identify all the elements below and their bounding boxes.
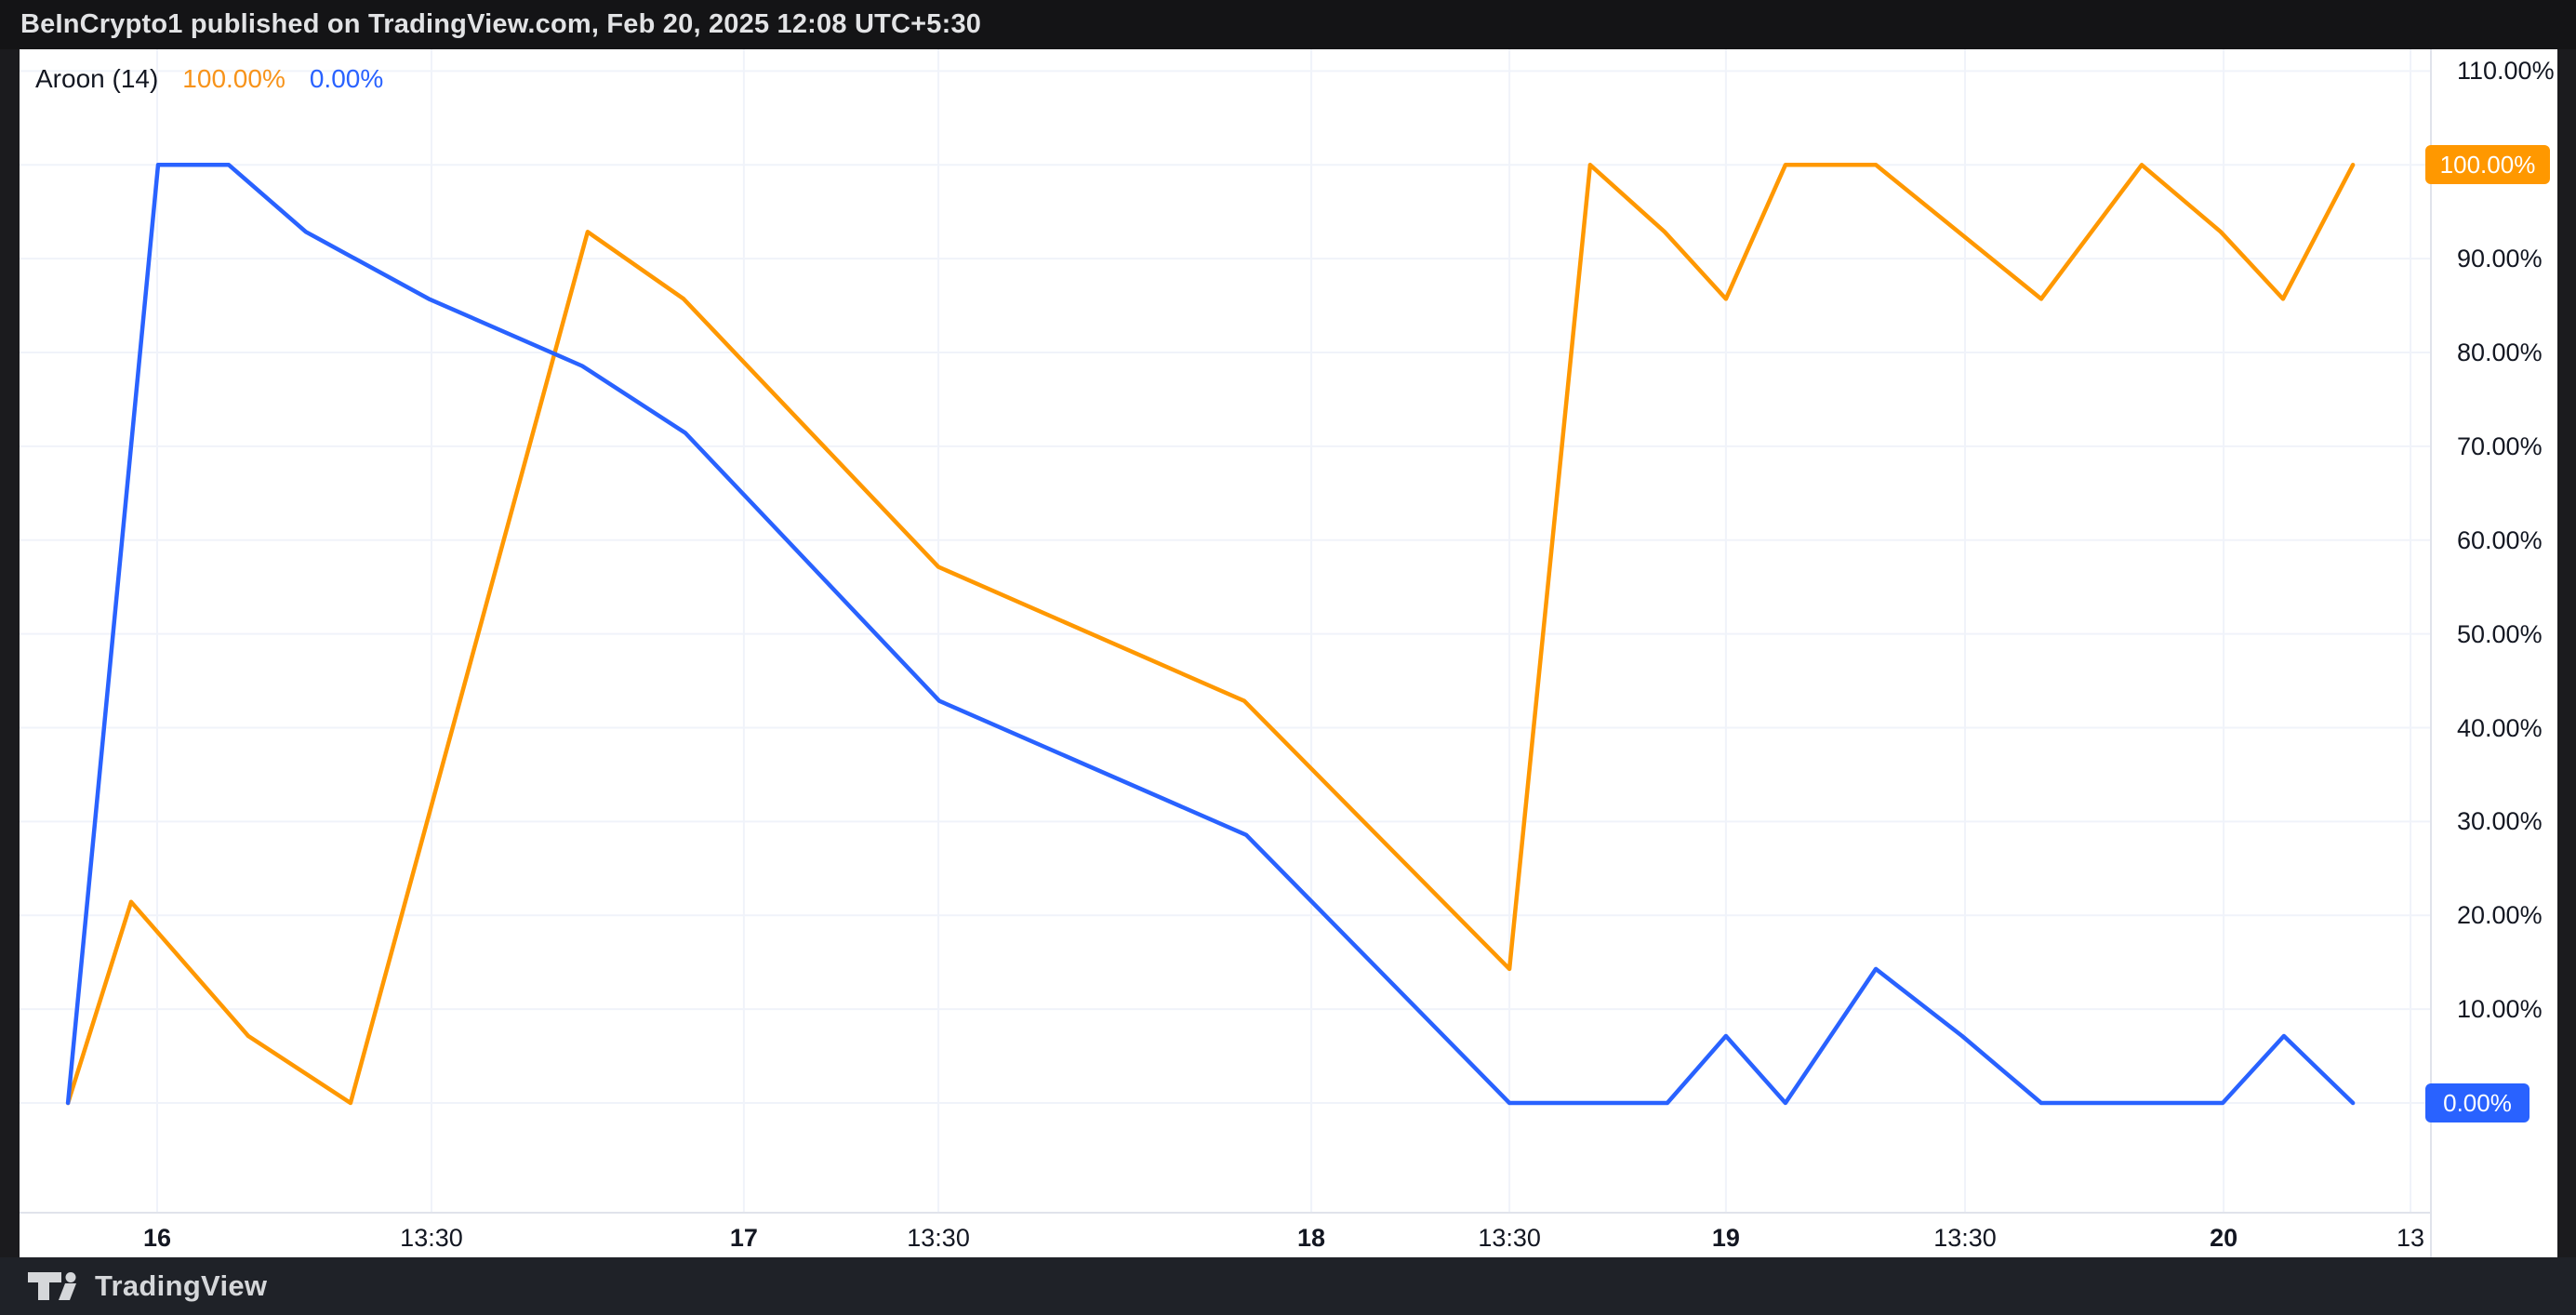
price-axis-label: 110.00% — [2457, 57, 2555, 86]
time-axis-label: 13:30 — [1478, 1224, 1541, 1252]
last-value-badge: 0.00% — [2425, 1083, 2530, 1122]
aroon-up-value: 100.00% — [182, 64, 285, 93]
price-axis-label: 70.00% — [2457, 432, 2543, 460]
time-axis-label: 19 — [1711, 1224, 1740, 1252]
time-axis-label: 20 — [2210, 1224, 2238, 1252]
tradingview-icon[interactable] — [28, 1272, 82, 1300]
footer-brand-text[interactable]: TradingView — [95, 1269, 268, 1302]
time-axis-label: 18 — [1297, 1224, 1326, 1252]
attribution-bar: BeInCrypto1 published on TradingView.com… — [0, 0, 2576, 49]
price-axis-border — [2430, 49, 2432, 1257]
footer-bar: TradingView — [0, 1257, 2576, 1315]
time-axis-label: 13:30 — [400, 1224, 463, 1252]
last-value-badge: 100.00% — [2425, 145, 2550, 185]
price-axis-label: 30.00% — [2457, 807, 2543, 836]
time-axis-label: 16 — [142, 1224, 172, 1252]
time-axis-label: 13:30 — [907, 1224, 970, 1252]
indicator-title: Aroon (14) — [35, 64, 159, 93]
time-axis-border — [20, 1212, 2432, 1214]
time-axis-label: 13:30 — [1933, 1224, 1997, 1252]
aroon-down-line — [65, 163, 2356, 1106]
time-axis-label: 13 — [2396, 1224, 2425, 1252]
chart-sheet: Aroon (14) 100.00% 0.00% 110.00% 90.00% 80… — [20, 49, 2557, 1257]
time-axis-label: 17 — [729, 1224, 758, 1252]
aroon-up-line — [65, 163, 2356, 1106]
price-axis-label: 20.00% — [2457, 901, 2543, 930]
plot-area[interactable] — [20, 49, 2430, 1257]
price-axis-label: 60.00% — [2457, 525, 2543, 554]
aroon-down-value: 0.00% — [309, 64, 384, 93]
price-axis-label: 50.00% — [2457, 619, 2543, 648]
price-axis-label: 10.00% — [2457, 995, 2543, 1024]
price-axis-label: 80.00% — [2457, 339, 2543, 367]
price-axis-label: 40.00% — [2457, 713, 2543, 742]
page-title: BeInCrypto1 published on TradingView.com… — [20, 9, 982, 39]
indicator-legend: Aroon (14) 100.00% 0.00% — [35, 64, 383, 94]
price-axis-label: 90.00% — [2457, 245, 2543, 273]
